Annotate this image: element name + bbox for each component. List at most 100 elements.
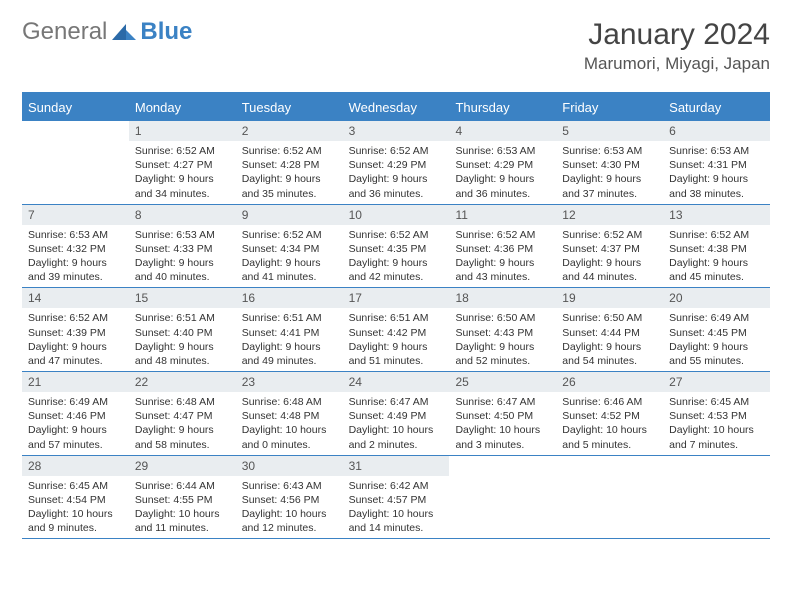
calendar-day: 3Sunrise: 6:52 AMSunset: 4:29 PMDaylight… <box>343 121 450 204</box>
calendar-week: 7Sunrise: 6:53 AMSunset: 4:32 PMDaylight… <box>22 205 770 289</box>
calendar-day: 22Sunrise: 6:48 AMSunset: 4:47 PMDayligh… <box>129 372 236 455</box>
calendar-day: 27Sunrise: 6:45 AMSunset: 4:53 PMDayligh… <box>663 372 770 455</box>
day-number <box>22 121 129 127</box>
weekday-label: Tuesday <box>236 94 343 121</box>
calendar-day: 10Sunrise: 6:52 AMSunset: 4:35 PMDayligh… <box>343 205 450 288</box>
calendar-day <box>449 456 556 539</box>
calendar-week: 28Sunrise: 6:45 AMSunset: 4:54 PMDayligh… <box>22 456 770 540</box>
day-details: Sunrise: 6:48 AMSunset: 4:48 PMDaylight:… <box>236 392 343 455</box>
calendar-day: 21Sunrise: 6:49 AMSunset: 4:46 PMDayligh… <box>22 372 129 455</box>
day-number: 21 <box>22 372 129 392</box>
calendar-day <box>663 456 770 539</box>
day-number: 23 <box>236 372 343 392</box>
weekday-label: Friday <box>556 94 663 121</box>
day-number: 2 <box>236 121 343 141</box>
calendar-day: 30Sunrise: 6:43 AMSunset: 4:56 PMDayligh… <box>236 456 343 539</box>
day-number: 16 <box>236 288 343 308</box>
weekday-label: Thursday <box>449 94 556 121</box>
day-number: 5 <box>556 121 663 141</box>
day-number: 10 <box>343 205 450 225</box>
day-details: Sunrise: 6:52 AMSunset: 4:37 PMDaylight:… <box>556 225 663 288</box>
day-details: Sunrise: 6:43 AMSunset: 4:56 PMDaylight:… <box>236 476 343 539</box>
page-title: January 2024 <box>584 18 770 52</box>
day-details: Sunrise: 6:49 AMSunset: 4:45 PMDaylight:… <box>663 308 770 371</box>
calendar-day: 9Sunrise: 6:52 AMSunset: 4:34 PMDaylight… <box>236 205 343 288</box>
calendar-day: 18Sunrise: 6:50 AMSunset: 4:43 PMDayligh… <box>449 288 556 371</box>
day-number: 1 <box>129 121 236 141</box>
day-details: Sunrise: 6:44 AMSunset: 4:55 PMDaylight:… <box>129 476 236 539</box>
day-number: 9 <box>236 205 343 225</box>
day-details: Sunrise: 6:52 AMSunset: 4:29 PMDaylight:… <box>343 141 450 204</box>
day-details: Sunrise: 6:42 AMSunset: 4:57 PMDaylight:… <box>343 476 450 539</box>
day-number: 29 <box>129 456 236 476</box>
day-number: 15 <box>129 288 236 308</box>
day-number: 31 <box>343 456 450 476</box>
location-text: Marumori, Miyagi, Japan <box>584 54 770 74</box>
calendar-day: 24Sunrise: 6:47 AMSunset: 4:49 PMDayligh… <box>343 372 450 455</box>
weekday-label: Wednesday <box>343 94 450 121</box>
calendar-week: 1Sunrise: 6:52 AMSunset: 4:27 PMDaylight… <box>22 121 770 205</box>
day-number: 24 <box>343 372 450 392</box>
calendar-day: 7Sunrise: 6:53 AMSunset: 4:32 PMDaylight… <box>22 205 129 288</box>
header-bar: General Blue January 2024 Marumori, Miya… <box>22 18 770 74</box>
calendar-day: 8Sunrise: 6:53 AMSunset: 4:33 PMDaylight… <box>129 205 236 288</box>
calendar-day: 20Sunrise: 6:49 AMSunset: 4:45 PMDayligh… <box>663 288 770 371</box>
calendar-day <box>22 121 129 204</box>
day-details: Sunrise: 6:47 AMSunset: 4:49 PMDaylight:… <box>343 392 450 455</box>
calendar-day: 6Sunrise: 6:53 AMSunset: 4:31 PMDaylight… <box>663 121 770 204</box>
day-number: 27 <box>663 372 770 392</box>
day-details: Sunrise: 6:45 AMSunset: 4:54 PMDaylight:… <box>22 476 129 539</box>
day-details: Sunrise: 6:53 AMSunset: 4:30 PMDaylight:… <box>556 141 663 204</box>
calendar-day: 15Sunrise: 6:51 AMSunset: 4:40 PMDayligh… <box>129 288 236 371</box>
calendar-week: 21Sunrise: 6:49 AMSunset: 4:46 PMDayligh… <box>22 372 770 456</box>
day-details: Sunrise: 6:53 AMSunset: 4:31 PMDaylight:… <box>663 141 770 204</box>
weekday-label: Sunday <box>22 94 129 121</box>
calendar-day: 1Sunrise: 6:52 AMSunset: 4:27 PMDaylight… <box>129 121 236 204</box>
day-details: Sunrise: 6:49 AMSunset: 4:46 PMDaylight:… <box>22 392 129 455</box>
calendar-day: 16Sunrise: 6:51 AMSunset: 4:41 PMDayligh… <box>236 288 343 371</box>
day-details: Sunrise: 6:51 AMSunset: 4:40 PMDaylight:… <box>129 308 236 371</box>
day-number: 25 <box>449 372 556 392</box>
day-number: 8 <box>129 205 236 225</box>
day-details: Sunrise: 6:52 AMSunset: 4:39 PMDaylight:… <box>22 308 129 371</box>
day-details: Sunrise: 6:45 AMSunset: 4:53 PMDaylight:… <box>663 392 770 455</box>
day-number: 7 <box>22 205 129 225</box>
calendar-day: 26Sunrise: 6:46 AMSunset: 4:52 PMDayligh… <box>556 372 663 455</box>
calendar-week: 14Sunrise: 6:52 AMSunset: 4:39 PMDayligh… <box>22 288 770 372</box>
day-details: Sunrise: 6:51 AMSunset: 4:41 PMDaylight:… <box>236 308 343 371</box>
day-number: 11 <box>449 205 556 225</box>
day-number: 6 <box>663 121 770 141</box>
weekday-label: Monday <box>129 94 236 121</box>
day-details: Sunrise: 6:52 AMSunset: 4:34 PMDaylight:… <box>236 225 343 288</box>
day-number: 13 <box>663 205 770 225</box>
day-number: 20 <box>663 288 770 308</box>
calendar-grid: 1Sunrise: 6:52 AMSunset: 4:27 PMDaylight… <box>22 121 770 539</box>
day-details: Sunrise: 6:53 AMSunset: 4:32 PMDaylight:… <box>22 225 129 288</box>
day-details: Sunrise: 6:50 AMSunset: 4:43 PMDaylight:… <box>449 308 556 371</box>
day-details: Sunrise: 6:50 AMSunset: 4:44 PMDaylight:… <box>556 308 663 371</box>
day-number: 19 <box>556 288 663 308</box>
day-number: 22 <box>129 372 236 392</box>
calendar-day: 5Sunrise: 6:53 AMSunset: 4:30 PMDaylight… <box>556 121 663 204</box>
day-number: 26 <box>556 372 663 392</box>
calendar-day: 28Sunrise: 6:45 AMSunset: 4:54 PMDayligh… <box>22 456 129 539</box>
day-number <box>556 456 663 462</box>
weekday-label: Saturday <box>663 94 770 121</box>
calendar-day <box>556 456 663 539</box>
day-number: 3 <box>343 121 450 141</box>
logo-text-2: Blue <box>140 18 192 46</box>
day-number: 30 <box>236 456 343 476</box>
day-number <box>663 456 770 462</box>
day-number: 17 <box>343 288 450 308</box>
day-details: Sunrise: 6:47 AMSunset: 4:50 PMDaylight:… <box>449 392 556 455</box>
calendar-day: 19Sunrise: 6:50 AMSunset: 4:44 PMDayligh… <box>556 288 663 371</box>
day-details: Sunrise: 6:51 AMSunset: 4:42 PMDaylight:… <box>343 308 450 371</box>
title-block: January 2024 Marumori, Miyagi, Japan <box>584 18 770 74</box>
calendar-day: 11Sunrise: 6:52 AMSunset: 4:36 PMDayligh… <box>449 205 556 288</box>
day-number: 28 <box>22 456 129 476</box>
day-number: 18 <box>449 288 556 308</box>
calendar-day: 14Sunrise: 6:52 AMSunset: 4:39 PMDayligh… <box>22 288 129 371</box>
day-number <box>449 456 556 462</box>
day-details: Sunrise: 6:53 AMSunset: 4:29 PMDaylight:… <box>449 141 556 204</box>
calendar-day: 25Sunrise: 6:47 AMSunset: 4:50 PMDayligh… <box>449 372 556 455</box>
